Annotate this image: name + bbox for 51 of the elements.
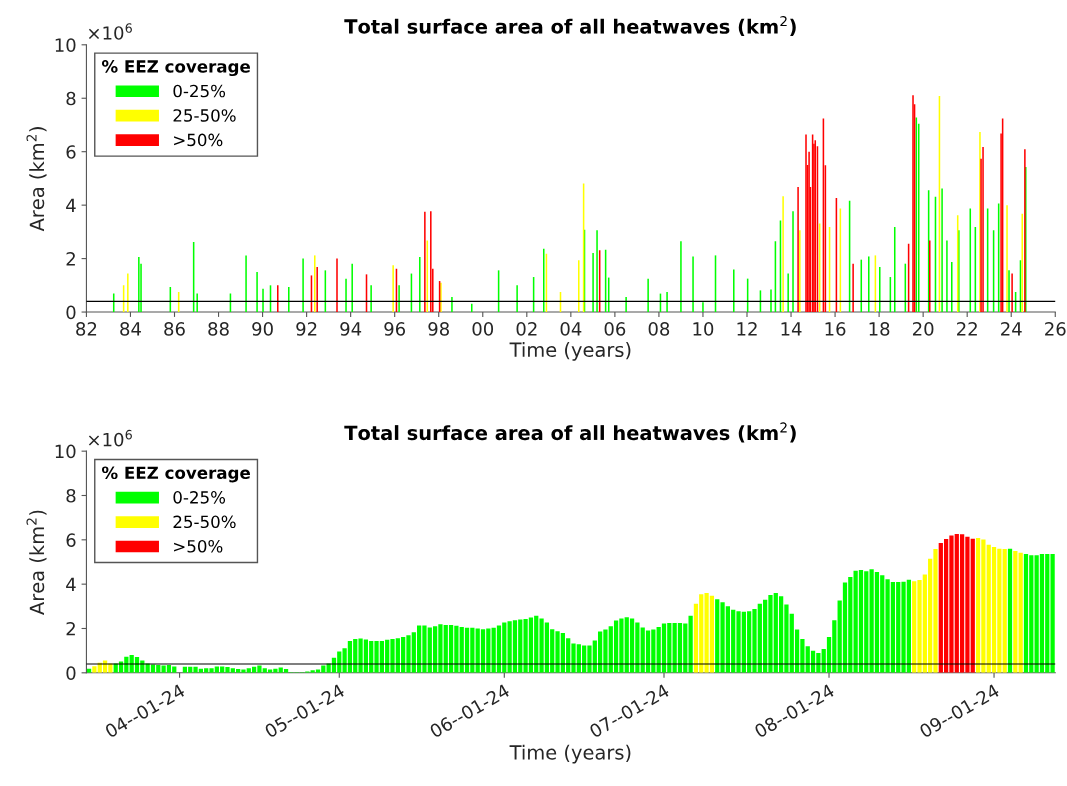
y-axis-title: Area (km$^{2}$) [26,510,47,615]
legend-label: 0-25% [173,491,226,504]
x-tick-label: 24 [1001,322,1022,336]
y-tick-label: 10 [55,38,76,52]
y-tick-label: 6 [66,145,76,159]
x-tick-label: 02 [516,322,537,336]
y-tick-label: 0 [66,305,76,320]
y-tick-label: 8 [66,488,76,503]
y-tick-label: 8 [66,91,76,106]
x-tick-label: 00 [472,322,494,336]
x-tick-label: 86 [164,322,185,336]
y-tick-label: 4 [66,198,76,213]
x-tick-label: 04 [560,322,582,336]
y-axis-title: Area (km$^{2}$) [26,127,47,232]
legend-label: >50% [174,539,223,553]
x-tick-label: 98 [428,322,449,336]
x-axis-title: Time (years) [509,744,631,764]
y-tick-label: 10 [55,444,76,459]
x-tick-label: 92 [296,322,317,336]
legend-label: 0-25% [173,84,226,98]
text: ×10$^{6}$ [88,429,132,447]
legend-label: 25-50% [173,515,236,529]
x-tick-label: 14 [781,322,802,336]
x-tick-label: 06 [604,322,626,336]
x-tick-label: 10 [693,322,714,336]
y-tick-label: 2 [66,252,75,266]
chart-title: Total surface area of all heatwaves (km$^{2}$) [344,422,796,443]
x-tick-label: 94 [340,322,362,336]
x-tick-label: 12 [737,322,757,336]
y-tick-label: 6 [66,533,76,547]
x-tick-label: 26 [1045,322,1066,336]
text: ×10$^{6}$ [88,23,132,40]
x-tick-label: 84 [120,322,141,336]
legend-label: >50% [174,133,223,147]
y-tick-label: 0 [66,666,76,680]
legend-label: 25-50% [173,109,236,122]
x-tick-label: 08 [648,322,670,336]
x-tick-label: 16 [825,322,846,336]
x-tick-label: 82 [76,322,97,336]
x-tick-label: 96 [384,322,406,336]
x-tick-label: 18 [869,322,890,336]
legend-title: % EEZ coverage [101,60,250,77]
y-tick-label: 2 [66,621,75,636]
x-tick-label: 20 [912,322,934,336]
x-tick-label: 90 [252,322,273,336]
y-tick-label: 4 [66,577,76,592]
x-tick-label: 22 [957,322,977,336]
x-tick-label: 88 [208,322,229,336]
chart-title: Total surface area of all heatwaves (km$^{2}$) [344,16,796,37]
legend-title: % EEZ coverage [101,466,250,483]
x-axis-title: Time (years) [509,342,631,361]
